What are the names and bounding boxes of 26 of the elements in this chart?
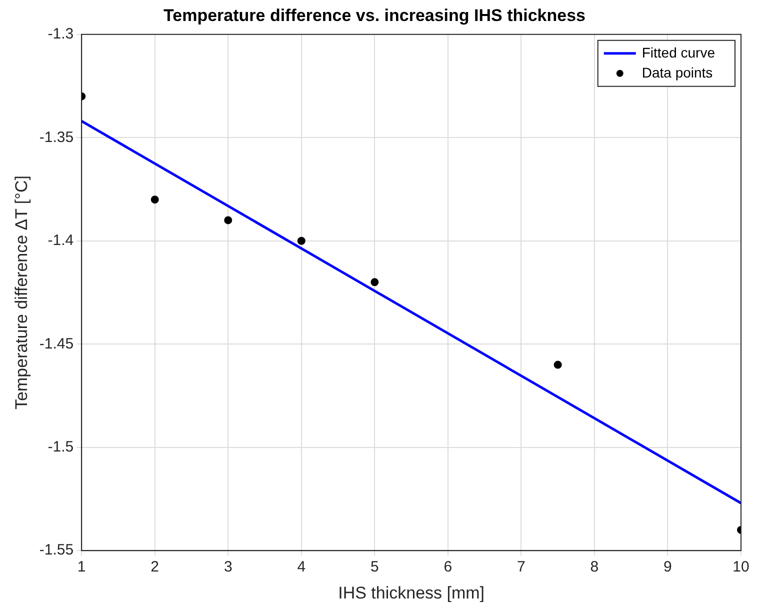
x-tick-label: 10 [732,558,750,576]
legend-label: Fitted curve [642,44,716,60]
y-tick-label: -1.45 [39,335,74,352]
y-tick-label: -1.4 [48,232,74,250]
x-tick-label: 5 [370,558,379,576]
point [554,360,562,369]
point [150,196,159,204]
y-axis-title: Temperature difference ΔT [°C] [12,176,31,410]
y-tick-label: -1.55 [39,542,74,559]
x-tick-label: 9 [664,558,672,576]
x-axis-title: IHS thickness [mm] [338,583,485,602]
x-tick-label: 4 [297,558,306,576]
y-tick-label: -1.5 [48,438,74,456]
x-tick-label: 6 [444,558,452,576]
point [297,236,306,245]
legend-label: Data points [642,64,713,80]
x-tick-label: 1 [77,558,86,576]
x-tick-label: 2 [150,558,160,576]
y-tick-label: -1.3 [48,26,74,43]
point [370,278,379,286]
point [224,216,232,224]
y-tick-label: -1.35 [39,128,74,146]
chart-title: Temperature difference vs. increasing IHS thickness [163,6,586,25]
x-tick-label: 8 [590,558,599,576]
x-tick-label: 3 [224,558,232,576]
x-tick-label: 7 [517,558,526,576]
